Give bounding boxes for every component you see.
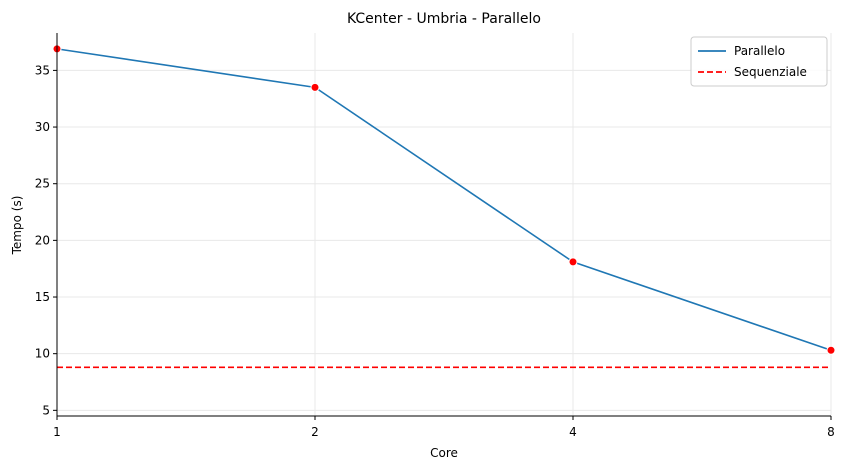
- x-tick-label: 2: [311, 425, 319, 439]
- y-axis-title: Tempo (s): [10, 196, 24, 256]
- x-tick-label: 4: [569, 425, 577, 439]
- data-point-parallelo: [568, 257, 578, 267]
- plot-area: [52, 44, 836, 369]
- y-tick-label: 10: [35, 347, 50, 361]
- y-tick-label: 5: [42, 403, 50, 417]
- data-point-parallelo: [826, 345, 836, 355]
- legend-box: [690, 36, 828, 87]
- y-tick-label: 35: [35, 63, 50, 77]
- y-tick-label: 25: [35, 177, 50, 191]
- y-tick-label: 30: [35, 120, 50, 134]
- data-point-parallelo: [310, 82, 320, 92]
- axes: 1 2 4 8 5 10 15 20 25 30 35: [35, 33, 835, 439]
- x-tick-label: 1: [53, 425, 61, 439]
- legend: Parallelo Sequenziale: [690, 36, 828, 87]
- x-tick-label: 8: [827, 425, 835, 439]
- x-axis-title: Core: [430, 446, 458, 460]
- chart-title: KCenter - Umbria - Parallelo: [347, 11, 541, 27]
- series-line-parallelo: [56, 48, 832, 352]
- legend-label-parallelo: Parallelo: [734, 44, 785, 58]
- y-tick-label: 20: [35, 233, 50, 247]
- legend-label-sequenziale: Sequenziale: [734, 65, 807, 79]
- y-tick-label: 15: [35, 290, 50, 304]
